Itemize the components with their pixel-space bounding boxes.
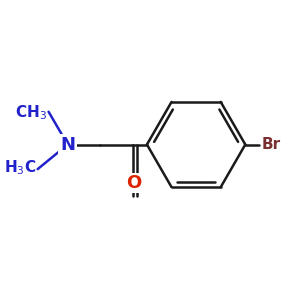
Text: N: N: [60, 136, 75, 154]
Text: CH$_3$: CH$_3$: [15, 104, 47, 122]
Text: O: O: [126, 174, 141, 192]
Text: Br: Br: [262, 137, 281, 152]
Text: H$_3$C: H$_3$C: [4, 158, 36, 177]
